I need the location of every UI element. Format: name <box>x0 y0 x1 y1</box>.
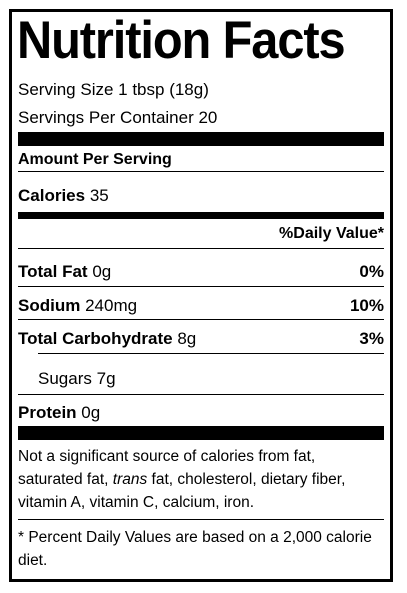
divider <box>18 519 384 520</box>
nutrient-row-protein: Protein 0g <box>18 403 384 423</box>
nutrient-daily-value: 3% <box>359 329 384 348</box>
nutrient-label: Total Fat <box>18 262 88 281</box>
footnote-daily-values: * Percent Daily Values are based on a 2,… <box>18 529 372 569</box>
thick-divider-bottom <box>18 426 384 440</box>
nutrient-row-sugars: Sugars 7g <box>38 369 384 389</box>
footnote-not-significant: Not a significant source of calories fro… <box>18 448 346 511</box>
nutrient-label: Protein <box>18 403 77 422</box>
calories-value: 35 <box>89 186 109 205</box>
nutrient-row-total-fat: Total Fat 0g 0% <box>18 262 384 282</box>
nutrition-facts-label: Nutrition Facts Serving Size 1 tbsp (18g… <box>9 9 393 582</box>
nutrient-row-total-carbohydrate: Total Carbohydrate 8g 3% <box>18 329 384 349</box>
amount-per-serving: Amount Per Serving <box>18 151 172 168</box>
nutrient-amount: 240mg <box>85 296 138 315</box>
nutrient-amount: 0g <box>92 262 112 281</box>
nutrient-row-sodium: Sodium 240mg 10% <box>18 296 384 316</box>
daily-value-header: %Daily Value* <box>279 225 384 242</box>
nutrient-daily-value: 10% <box>349 296 384 315</box>
calories-label: Calories <box>18 186 86 205</box>
nutrient-amount: 7g <box>96 369 116 388</box>
calories-row: Calories 35 <box>18 186 384 206</box>
servings-per-container: Servings Per Container 20 <box>18 108 218 127</box>
nutrient-label: Sodium <box>18 296 81 315</box>
divider <box>18 286 384 287</box>
nutrient-daily-value: 0% <box>359 262 384 281</box>
serving-size: Serving Size 1 tbsp (18g) <box>18 80 209 99</box>
nutrient-amount: 0g <box>81 403 101 422</box>
nutrient-label: Total Carbohydrate <box>18 329 173 348</box>
medium-divider <box>18 212 384 219</box>
nutrient-amount: 8g <box>177 329 197 348</box>
label-title: Nutrition Facts <box>17 11 346 70</box>
divider <box>18 394 384 395</box>
nutrient-label: Sugars <box>38 369 92 388</box>
divider <box>18 319 384 320</box>
indented-divider <box>38 353 384 354</box>
divider <box>18 248 384 249</box>
divider <box>18 171 384 172</box>
thick-divider-top <box>18 132 384 146</box>
